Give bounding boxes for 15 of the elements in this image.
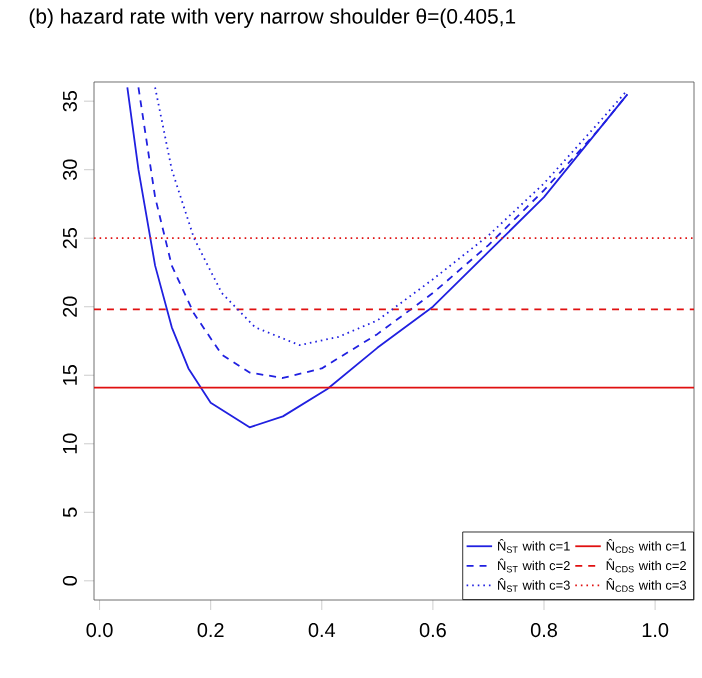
y-tick-label: 10: [62, 433, 77, 454]
x-tick-label: 1.0: [642, 623, 669, 638]
y-tick-label: 5: [63, 507, 77, 518]
y-tick-label: 15: [63, 365, 77, 385]
y-tick-label: 0: [62, 576, 77, 586]
x-tick-label: 0.8: [530, 623, 557, 638]
x-tick-label: 0.2: [197, 623, 224, 638]
y-tick-label: 20: [62, 296, 77, 317]
y-tick-label: 35: [62, 90, 77, 112]
y-tick-label: 25: [62, 227, 77, 249]
x-tick-label: 0.4: [308, 623, 336, 638]
x-tick-label: 0.0: [86, 623, 113, 638]
chart-title: (b) hazard rate with very narrow shoulder θ=(0.405,1: [29, 8, 516, 28]
y-tick-label: 30: [62, 159, 77, 181]
x-tick-label: 0.6: [419, 623, 446, 638]
